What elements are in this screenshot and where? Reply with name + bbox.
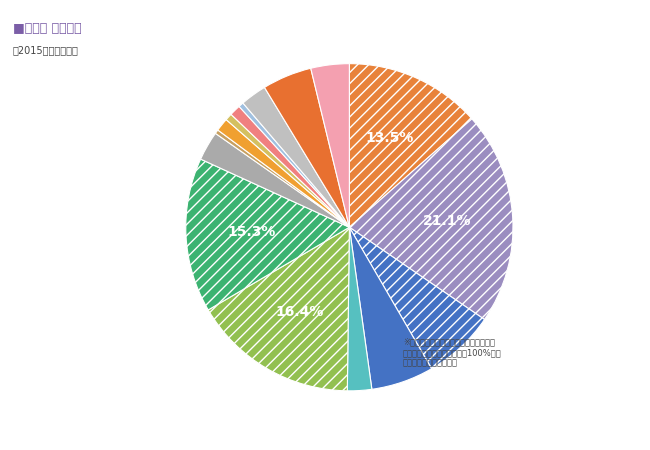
Text: 13.5%: 13.5%	[365, 131, 414, 145]
Wedge shape	[239, 103, 349, 227]
Text: 15.3%: 15.3%	[227, 225, 276, 239]
Wedge shape	[311, 63, 350, 227]
Wedge shape	[208, 227, 349, 391]
Wedge shape	[349, 119, 513, 320]
Wedge shape	[226, 114, 349, 227]
Wedge shape	[201, 133, 349, 227]
Wedge shape	[215, 130, 349, 227]
Wedge shape	[218, 120, 349, 227]
Wedge shape	[349, 227, 484, 369]
Wedge shape	[265, 68, 349, 227]
Wedge shape	[347, 227, 372, 391]
Wedge shape	[231, 107, 349, 227]
Wedge shape	[186, 159, 349, 310]
Text: （2015年度卒業者）: （2015年度卒業者）	[13, 45, 79, 55]
Wedge shape	[349, 227, 432, 389]
Wedge shape	[349, 63, 472, 227]
Text: ■業種別 就職状況: ■業種別 就職状況	[13, 22, 82, 36]
Text: 21.1%: 21.1%	[423, 214, 472, 228]
Text: ※グラフ中のパーセンテージは四捨五入
されているため、合計しても100%にな
らない場合があります。: ※グラフ中のパーセンテージは四捨五入 されているため、合計しても100%にな ら…	[403, 338, 502, 367]
Text: 16.4%: 16.4%	[276, 305, 324, 319]
Wedge shape	[243, 87, 349, 227]
